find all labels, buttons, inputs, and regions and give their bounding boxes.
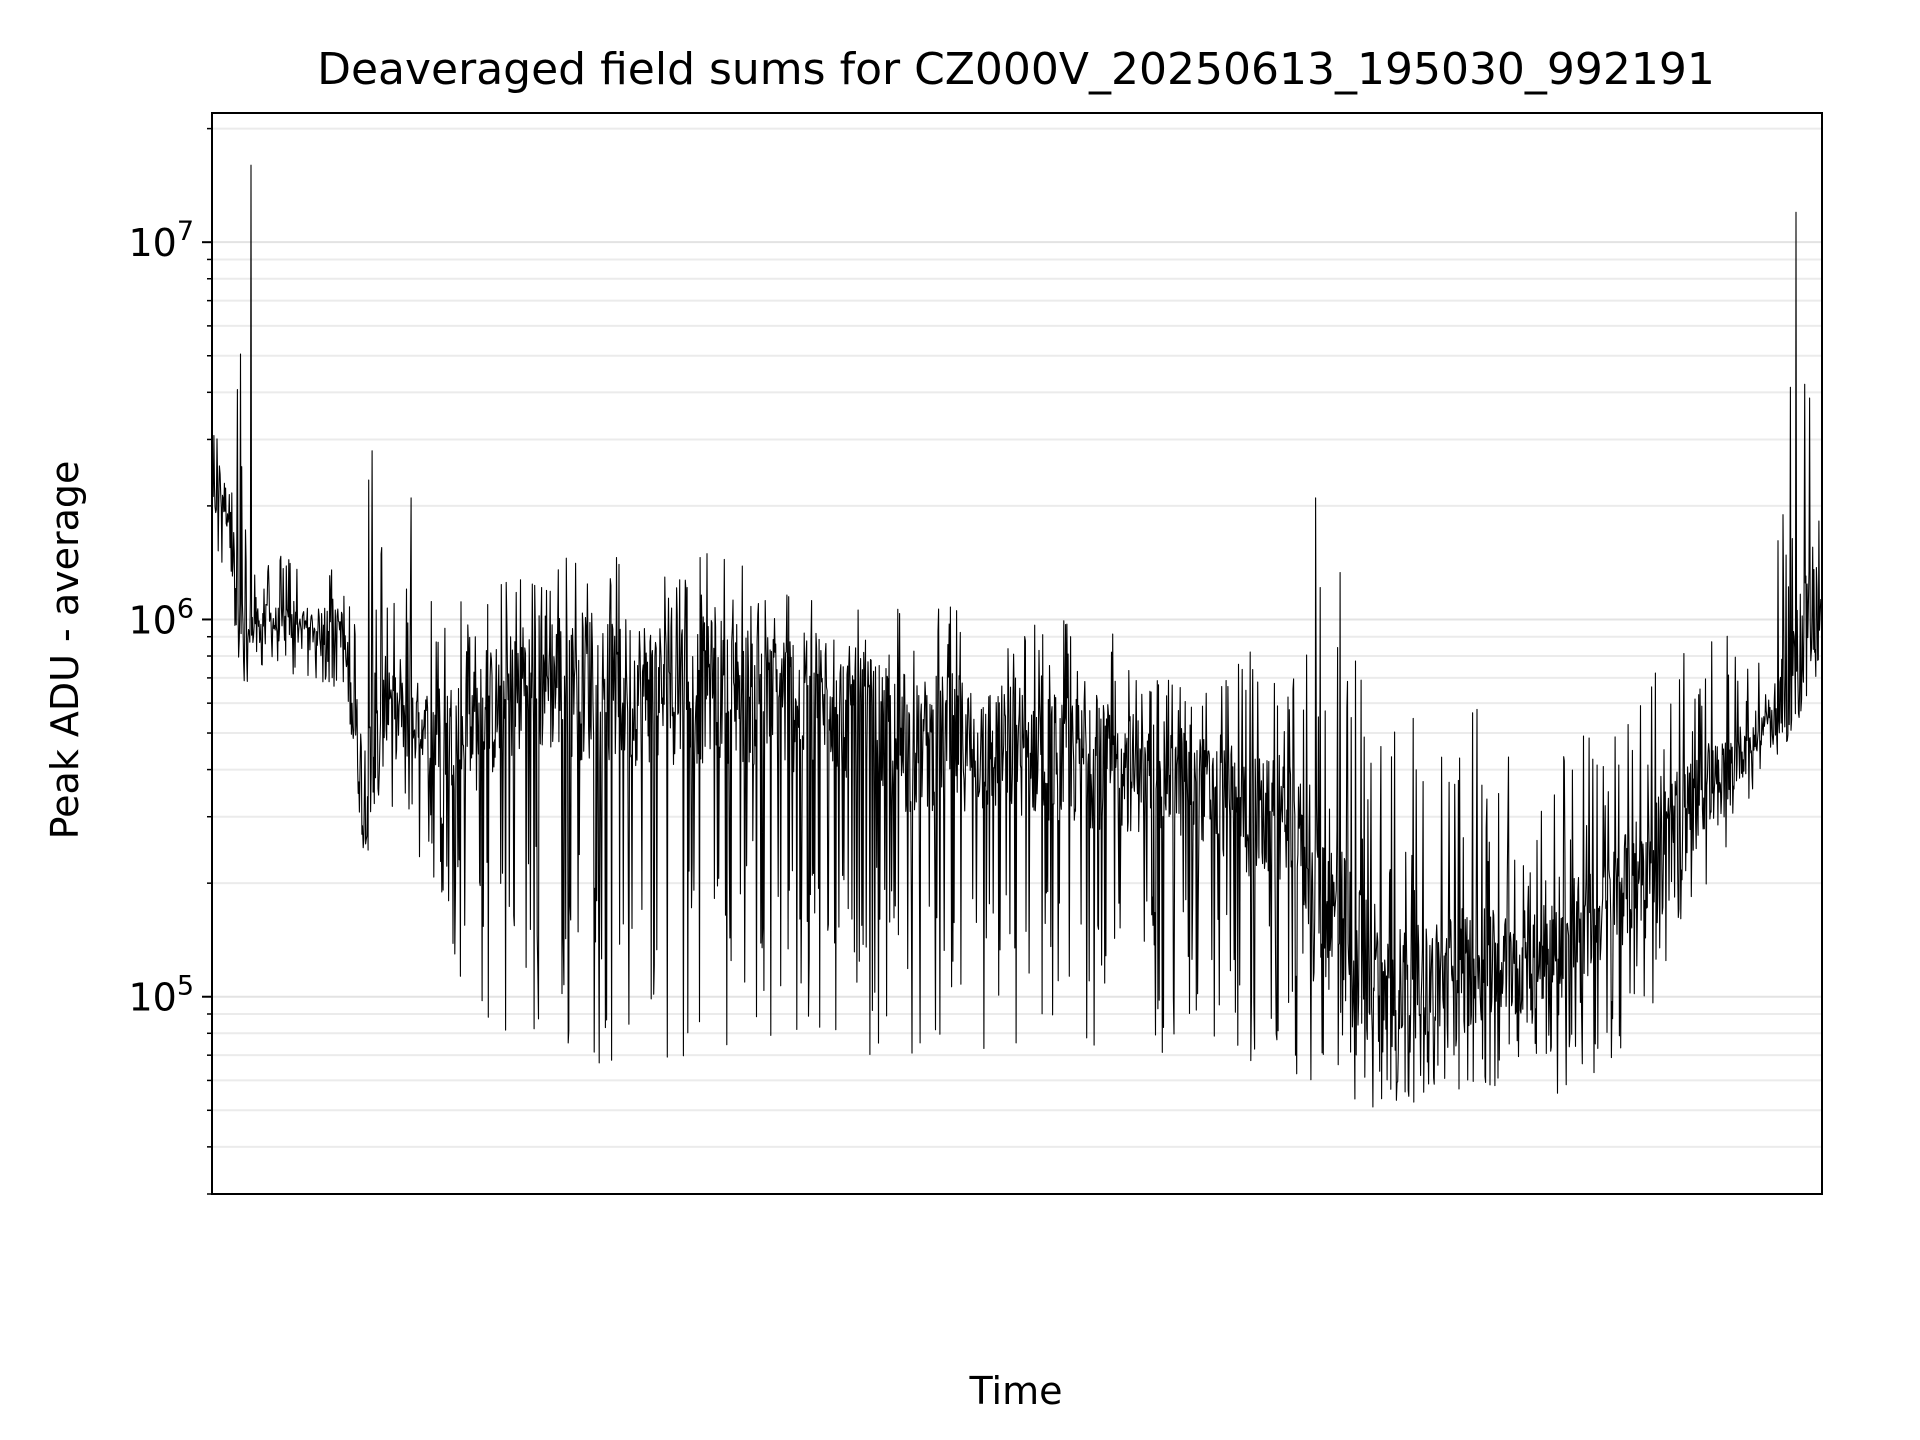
- chart-title: Deaveraged field sums for CZ000V_2025061…: [317, 44, 1715, 95]
- x-axis-label: Time: [969, 1369, 1063, 1413]
- series-line: [211, 164, 1823, 1108]
- y-axis-label: Peak ADU - average: [43, 461, 87, 840]
- y-tick-label: 107: [128, 216, 194, 265]
- y-axis: 105 106 107: [128, 127, 212, 1195]
- y-tick-label: 106: [128, 593, 194, 642]
- grid-minor: [212, 127, 1822, 1195]
- y-tick-label: 105: [128, 971, 194, 1020]
- grid-major: [212, 241, 1822, 998]
- plot-frame: [211, 112, 1823, 1195]
- data-line: [211, 164, 1823, 1108]
